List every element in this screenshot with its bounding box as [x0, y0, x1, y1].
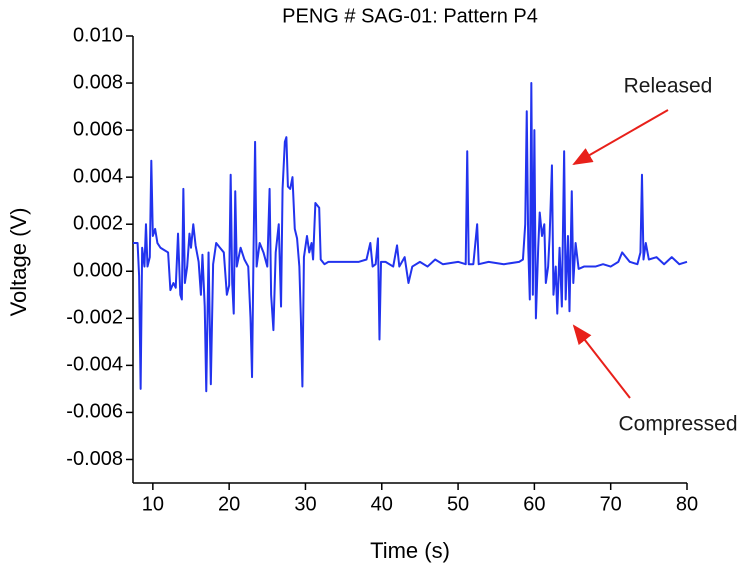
x-tick-label: 60	[523, 493, 545, 515]
x-tick-label: 40	[371, 493, 393, 515]
x-tick-label: 30	[294, 493, 316, 515]
y-tick-label: 0.010	[73, 24, 123, 46]
y-tick-label: -0.006	[66, 401, 123, 423]
x-axis-title: Time (s)	[370, 538, 450, 563]
annotation: Compressed	[618, 413, 737, 436]
axes	[132, 36, 687, 484]
y-tick-label: -0.002	[66, 307, 123, 329]
data-line	[133, 82, 688, 393]
y-tick-label: 0.008	[73, 71, 123, 93]
x-tick-label: 70	[600, 493, 622, 515]
annotation: Released	[624, 75, 713, 98]
annotation-arrow	[572, 109, 669, 165]
y-tick-label: 0.004	[73, 165, 123, 187]
y-tick-label: 0.002	[73, 212, 123, 234]
y-axis-title: Voltage (V)	[6, 208, 31, 317]
y-tick-label: 0.006	[73, 118, 123, 140]
x-tick-label: 20	[218, 493, 240, 515]
x-tick-label: 10	[142, 493, 164, 515]
y-tick-label: 0.000	[73, 260, 123, 282]
x-tick-label: 80	[676, 493, 698, 515]
annotation-arrow	[572, 324, 631, 399]
y-tick-label: -0.004	[66, 354, 123, 376]
y-tick-label: -0.008	[66, 448, 123, 470]
chart-title: PENG # SAG-01: Pattern P4	[282, 5, 538, 27]
x-tick-label: 50	[447, 493, 469, 515]
